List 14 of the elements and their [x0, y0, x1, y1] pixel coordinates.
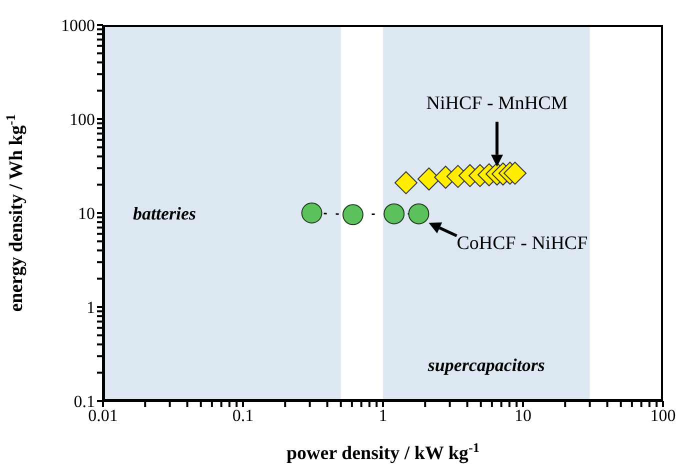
band-label: batteries: [133, 203, 196, 224]
annotation: NiHCF - MnHCM: [426, 92, 568, 114]
x-tick-label: 10: [514, 406, 532, 426]
y-tick-label: 100: [70, 110, 95, 130]
y-tick-label: 1: [86, 298, 95, 318]
x-tick-label: 1: [378, 406, 388, 426]
x-axis-title: power density / kW kg$^{-1}$: [286, 440, 480, 464]
x-tick-label: 100: [650, 406, 676, 426]
band-label: supercapacitors: [426, 355, 545, 375]
annotation: CoHCF - NiHCF: [456, 232, 588, 254]
y-tick-label: 1000: [61, 16, 95, 36]
x-tick-label: 0.1: [232, 406, 254, 426]
x-tick-label: 0.01: [88, 406, 118, 426]
y-tick-label: 10: [78, 204, 95, 224]
